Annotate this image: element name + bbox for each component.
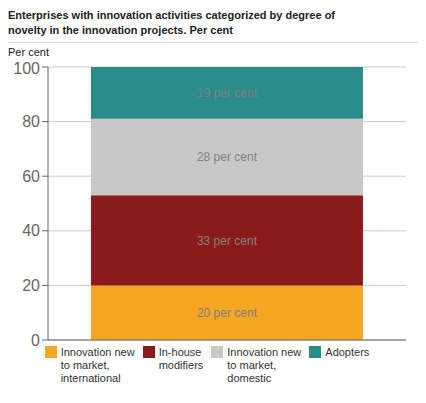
- svg-text:28 per cent: 28 per cent: [197, 150, 258, 164]
- html-text:Enterprises with innovation ac: Enterprises with innovation activities c…: [8, 9, 335, 36]
- html-text:In-house modifiers: In-house modifiers: [158, 346, 204, 371]
- svg-text:20 per cent: 20 per cent: [197, 306, 258, 320]
- svg-text:80: 80: [22, 113, 40, 130]
- html-text:Per cent: Per cent: [8, 46, 49, 58]
- html-text:Adopters: Adopters: [325, 346, 370, 358]
- svg-text:40: 40: [22, 222, 40, 239]
- svg-text:60: 60: [22, 168, 40, 185]
- html-text:Innovation new to market, inte: Innovation new to market, international: [60, 346, 135, 384]
- svg-text:100: 100: [13, 60, 40, 77]
- svg-text:19 per cent: 19 per cent: [197, 86, 258, 100]
- svg-text:20: 20: [22, 277, 40, 294]
- svg-text:33 per cent: 33 per cent: [197, 234, 258, 248]
- svg-text:0: 0: [31, 332, 40, 349]
- html-text:Innovation new to market, dome: Innovation new to market, domestic: [227, 346, 302, 384]
